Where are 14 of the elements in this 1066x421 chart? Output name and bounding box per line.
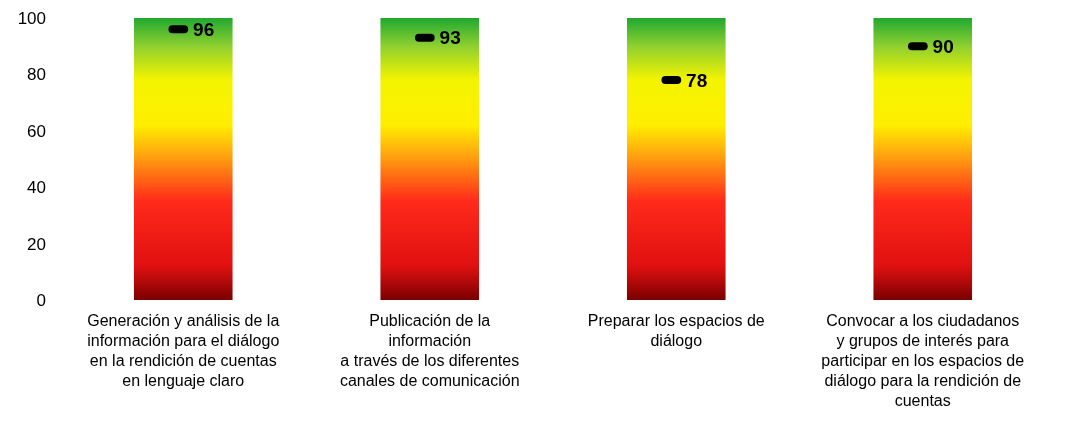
x-tick-label: Convocar a los ciudadanos y grupos de interés para participar en los espacios de diálogo para la rendición de cuentas <box>821 312 1025 409</box>
y-tick-label: 40 <box>27 178 46 198</box>
data-label: 93 <box>439 27 461 49</box>
data-label: 96 <box>193 18 215 40</box>
x-tick-label: Publicación de la información a través de los diferentes canales de comunicación <box>339 312 520 389</box>
y-tick-label: 100 <box>17 8 46 28</box>
y-tick-label: 60 <box>27 121 46 141</box>
data-label: 90 <box>932 35 954 57</box>
y-tick-label: 0 <box>36 290 46 310</box>
x-tick-label: Generación y análisis de la información para el diálogo en la rendición de cuentas en lenguaje claro <box>87 312 280 389</box>
x-tick-label: Preparar los espacios de diálogo <box>587 312 765 349</box>
data-label: 78 <box>686 69 708 91</box>
y-tick-label: 80 <box>27 65 46 85</box>
y-tick-label: 20 <box>27 234 46 254</box>
